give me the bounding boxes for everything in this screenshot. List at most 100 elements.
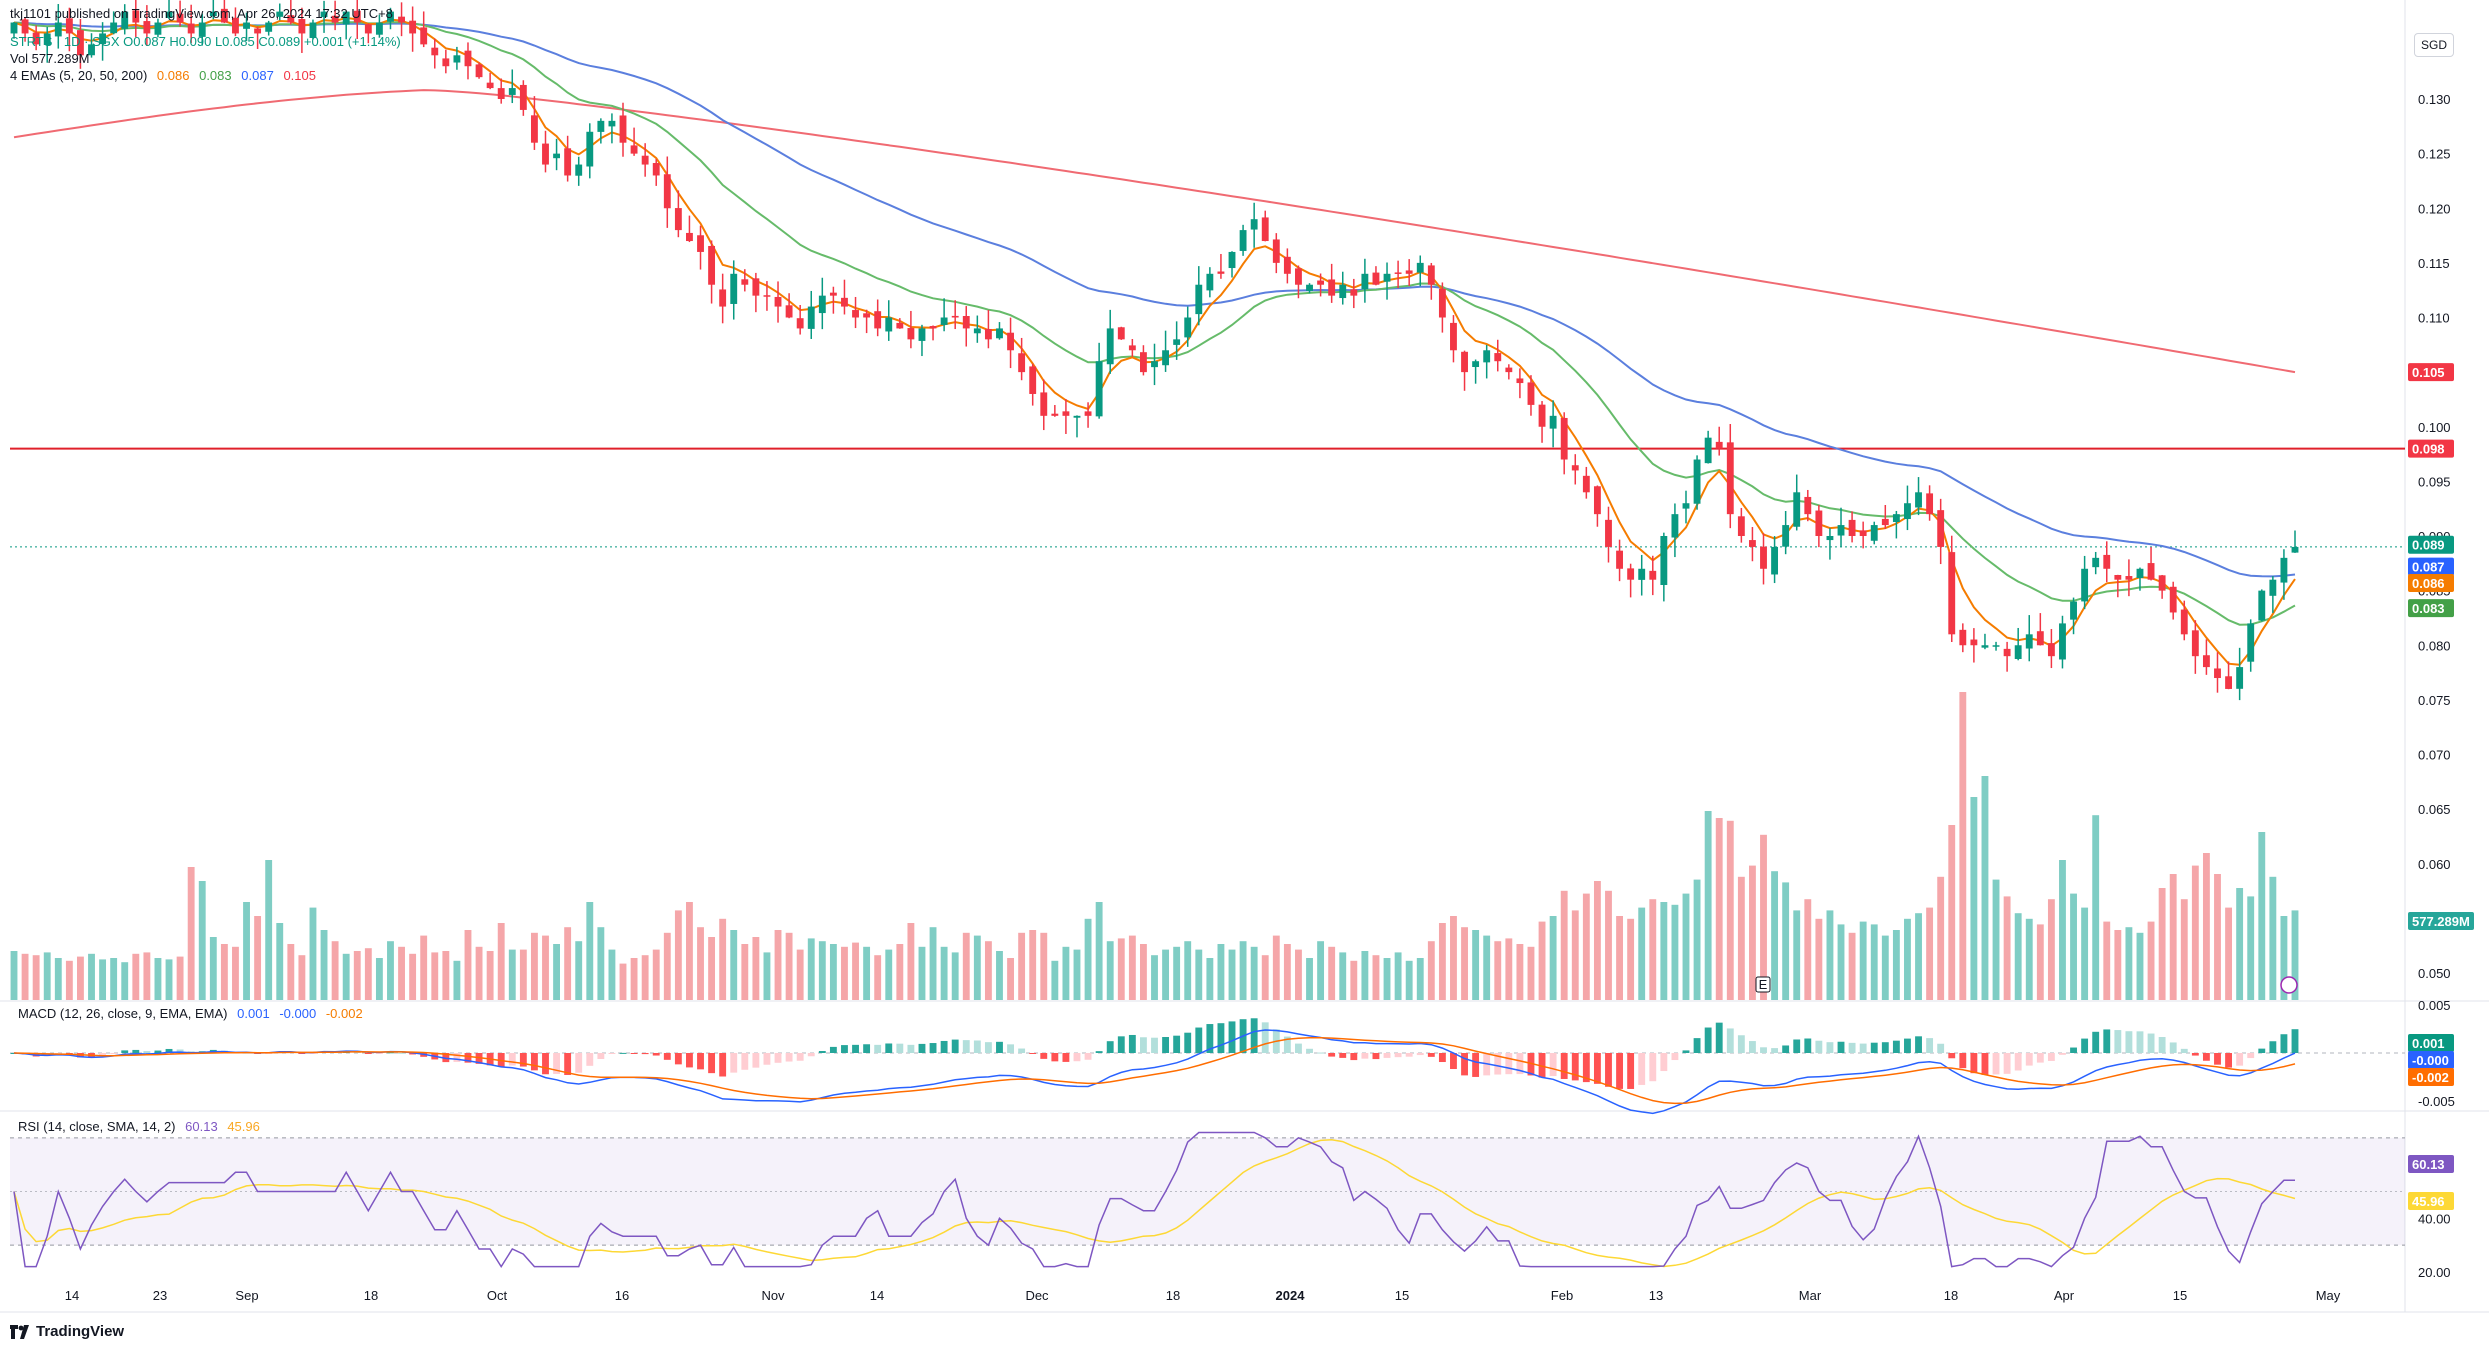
candle-body [1394, 272, 1402, 274]
volume-bar [2081, 907, 2089, 1000]
macd-histogram-bar [1571, 1053, 1579, 1081]
candle-body [2258, 590, 2266, 621]
macd-histogram-bar [364, 1053, 372, 1054]
macd-histogram-bar [1771, 1048, 1779, 1053]
price-tag-label: 577.289M [2412, 914, 2470, 929]
macd-histogram-bar [1106, 1041, 1114, 1053]
volume-bar [2280, 916, 2288, 1000]
volume-bar [1649, 899, 1657, 1000]
candle-body [885, 317, 893, 332]
time-tick-label: Nov [761, 1288, 785, 1303]
candle-body [2003, 648, 2011, 657]
macd-histogram-bar [2059, 1053, 2066, 1055]
candle-body [1516, 378, 1524, 384]
volume-bar [1162, 949, 1170, 1000]
volume-bar [464, 930, 472, 1000]
macd-histogram-bar [1870, 1042, 1878, 1053]
candle-body [2247, 623, 2255, 662]
volume-bar [697, 927, 704, 1000]
volume-bar [375, 958, 383, 1000]
volume-bar [984, 941, 992, 1000]
candle-body [209, 11, 217, 17]
price-tick-label: 0.070 [2418, 748, 2451, 763]
candle-body [431, 47, 439, 56]
symbol-ohlc-legend[interactable]: STRTS · 1D · SGX O0.087 H0.090 L0.085 C0… [10, 34, 401, 49]
candle-body [1760, 546, 1767, 569]
volume-bar [2214, 874, 2221, 1000]
volume-bar [2025, 918, 2033, 1000]
candle-body [187, 23, 195, 34]
tradingview-brand[interactable]: TradingView [10, 1323, 124, 1340]
macd-histogram-bar [1660, 1053, 1668, 1072]
time-tick-label: May [2316, 1288, 2341, 1303]
volume-bar [1671, 904, 1679, 1000]
candle-body [641, 155, 649, 165]
ema20-value: 0.083 [199, 68, 232, 83]
volume-bar [508, 949, 516, 1000]
price-tag [2408, 535, 2454, 554]
volume-bar [1892, 930, 1900, 1000]
volume-bar [1350, 960, 1358, 1000]
volume-bar [1427, 941, 1435, 1000]
candle-body [697, 235, 704, 252]
macd-histogram-bar [2003, 1053, 2011, 1074]
candle-body [364, 24, 372, 34]
candle-body [1881, 518, 1889, 526]
candle-body [818, 295, 826, 314]
rsi-legend[interactable]: RSI (14, close, SMA, 14, 2) 60.13 45.96 [18, 1119, 260, 1134]
macd-histogram-bar [1892, 1040, 1900, 1053]
ema200-line [13, 89, 2296, 374]
volume-bar [2059, 860, 2066, 1000]
price-tag [2408, 439, 2454, 458]
macd-histogram-bar [2025, 1053, 2033, 1066]
volume-bar [1837, 924, 1845, 1000]
currency-button[interactable]: SGD [2414, 33, 2454, 57]
rsi-value: 60.13 [185, 1119, 218, 1134]
ema-legend[interactable]: 4 EMAs (5, 20, 50, 200) 0.086 0.083 0.08… [10, 68, 316, 83]
candle-body [530, 115, 538, 143]
volume-bar [2070, 893, 2077, 1000]
volume-bar [530, 932, 538, 1000]
candle-body [508, 88, 516, 95]
volume-bar [973, 935, 981, 1000]
volume-bar [1405, 960, 1413, 1000]
macd-histogram-bar [1748, 1041, 1756, 1053]
volume-bar [874, 955, 882, 1000]
volume-legend[interactable]: Vol 577.289M [10, 51, 90, 66]
macd-histogram-bar [1538, 1053, 1546, 1078]
volume-bar [1361, 951, 1369, 1000]
volume-bar [1881, 935, 1889, 1000]
candle-body [99, 33, 107, 45]
macd-legend[interactable]: MACD (12, 26, close, 9, EMA, EMA) 0.001 … [18, 1006, 363, 1021]
volume-bar [686, 902, 693, 1000]
candle-body [1682, 503, 1690, 509]
macd-histogram-bar [2036, 1053, 2044, 1063]
volume-bar [1793, 910, 1801, 1000]
volume-bar [243, 902, 250, 1000]
candle-body [630, 145, 638, 154]
macd-histogram-bar [1095, 1051, 1103, 1053]
price-tick-label: 0.130 [2418, 92, 2451, 107]
macd-histogram-bar [1073, 1053, 1081, 1062]
volume-bar [331, 941, 339, 1000]
time-tick-label: 14 [870, 1288, 884, 1303]
volume-bar [1106, 941, 1114, 1000]
volume-bar [431, 952, 439, 1000]
volume-bar [1782, 882, 1790, 1000]
volume-bar [1051, 960, 1059, 1000]
volume-bar [1007, 958, 1014, 1000]
volume-bar [2047, 899, 2055, 1000]
candle-body [1992, 645, 2000, 647]
candle-body [1660, 536, 1668, 586]
volume-bar [2103, 921, 2111, 1000]
candle-body [1571, 465, 1579, 471]
macd-histogram-bar [697, 1053, 704, 1070]
candle-body [1151, 361, 1158, 368]
macd-histogram-bar [2269, 1041, 2277, 1053]
time-tick-label: Sep [235, 1288, 258, 1303]
macd-histogram-bar [1372, 1053, 1380, 1060]
candle-body [165, 11, 173, 18]
candle-body [984, 328, 992, 340]
